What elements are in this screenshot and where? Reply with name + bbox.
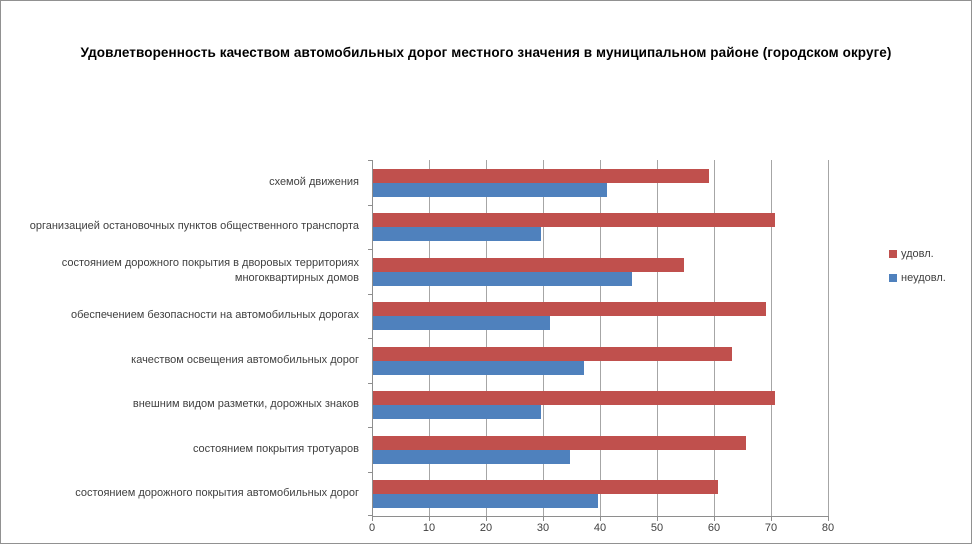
y-axis-tick bbox=[368, 472, 372, 473]
x-axis-tick bbox=[657, 517, 658, 521]
x-axis-tick-label: 30 bbox=[536, 522, 550, 534]
y-axis-tick bbox=[368, 249, 372, 250]
x-axis-tick bbox=[714, 517, 715, 521]
bar-udovl bbox=[373, 302, 767, 316]
gridline bbox=[543, 160, 544, 516]
y-axis-tick bbox=[368, 515, 372, 516]
legend-item-neudovl: неудовл. bbox=[889, 272, 946, 284]
category-label: состоянием покрытия тротуаров bbox=[192, 442, 359, 455]
legend-swatch-neudovl-icon bbox=[889, 274, 897, 282]
bar-neudovl bbox=[373, 360, 584, 375]
category-label: организацией остановочных пунктов общест… bbox=[29, 220, 359, 233]
x-axis-tick-label: 70 bbox=[764, 522, 778, 534]
bar-neudovl bbox=[373, 449, 570, 464]
gridline bbox=[828, 160, 829, 516]
gridline bbox=[657, 160, 658, 516]
category-label: внешним видом разметки, дорожных знаков bbox=[132, 398, 359, 411]
bar-neudovl bbox=[373, 182, 607, 197]
legend-label-neudovl: неудовл. bbox=[901, 272, 946, 284]
x-axis-tick-label: 0 bbox=[368, 522, 376, 534]
y-axis-tick bbox=[368, 160, 372, 161]
bar-udovl bbox=[373, 346, 733, 361]
bar-udovl bbox=[373, 257, 684, 272]
x-axis-labels: 0 10 20 30 40 50 60 70 80 bbox=[368, 522, 834, 536]
bar-neudovl bbox=[373, 405, 542, 419]
bar-neudovl bbox=[373, 271, 633, 286]
legend: удовл. неудовл. bbox=[889, 248, 946, 284]
x-axis-tick bbox=[429, 517, 430, 521]
bar-neudovl bbox=[373, 494, 599, 508]
x-axis-tick-label: 50 bbox=[650, 522, 664, 534]
bar-udovl bbox=[373, 213, 775, 227]
category-label: состоянием дорожного покрытия автомобиль… bbox=[75, 487, 359, 500]
x-axis-tick bbox=[828, 517, 829, 521]
gridline bbox=[429, 160, 430, 516]
x-axis-tick-label: 20 bbox=[479, 522, 493, 534]
category-label: качеством освещения автомобильных дорог bbox=[131, 353, 359, 366]
legend-label-udovl: удовл. bbox=[901, 248, 934, 260]
x-axis-tick bbox=[600, 517, 601, 521]
x-axis-tick-label: 10 bbox=[422, 522, 436, 534]
gridline bbox=[714, 160, 715, 516]
category-label: схемой движения bbox=[269, 175, 359, 188]
category-label: обеспечением безопасности на автомобильн… bbox=[71, 309, 359, 322]
bar-neudovl bbox=[373, 316, 550, 330]
y-axis-tick bbox=[368, 294, 372, 295]
category-label: состоянием дорожного покрытия в дворовых… bbox=[61, 257, 359, 285]
y-axis-tick bbox=[368, 383, 372, 384]
x-axis-tick bbox=[372, 517, 373, 521]
chart-title: Удовлетворенность качеством автомобильны… bbox=[80, 45, 892, 60]
plot-area bbox=[368, 160, 829, 521]
bar-udovl bbox=[373, 391, 775, 405]
y-axis-tick bbox=[368, 338, 372, 339]
x-axis-tick-label: 60 bbox=[707, 522, 721, 534]
bar-udovl bbox=[373, 480, 718, 494]
x-axis-tick bbox=[543, 517, 544, 521]
legend-item-udovl: удовл. bbox=[889, 248, 946, 260]
x-axis-tick-label: 80 bbox=[821, 522, 835, 534]
y-axis-tick bbox=[368, 205, 372, 206]
bar-neudovl bbox=[373, 227, 542, 241]
x-axis-tick bbox=[771, 517, 772, 521]
gridline bbox=[486, 160, 487, 516]
gridline bbox=[600, 160, 601, 516]
gridline bbox=[771, 160, 772, 516]
bar-udovl bbox=[373, 168, 710, 183]
bar-udovl bbox=[373, 435, 747, 450]
x-axis-tick bbox=[486, 517, 487, 521]
category-axis-labels: схемой движения организацией остановочных… bbox=[3, 160, 363, 516]
x-axis-tick-label: 40 bbox=[593, 522, 607, 534]
y-axis-tick bbox=[368, 427, 372, 428]
legend-swatch-udovl-icon bbox=[889, 250, 897, 258]
